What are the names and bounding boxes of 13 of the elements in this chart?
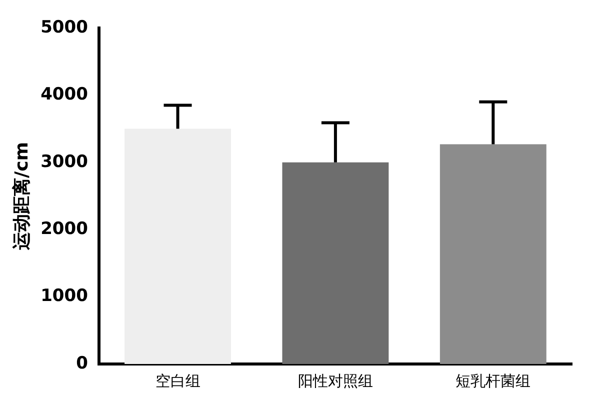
bar [440,144,546,364]
bar [282,162,389,364]
bar [124,128,231,364]
y-tick-label: 5000 [40,17,88,38]
y-tick-label: 3000 [40,152,88,172]
y-tick-label: 2000 [40,219,88,240]
y-axis-title: 运动距离/cm [11,142,32,251]
y-tick-label: 0 [76,353,88,374]
x-tick-label: 空白组 [155,372,200,390]
x-tick-label: 短乳杆菌组 [456,372,531,390]
y-tick-label: 4000 [40,84,88,105]
y-tick-label: 1000 [40,286,88,306]
x-tick-label: 阳性对照组 [298,372,373,390]
